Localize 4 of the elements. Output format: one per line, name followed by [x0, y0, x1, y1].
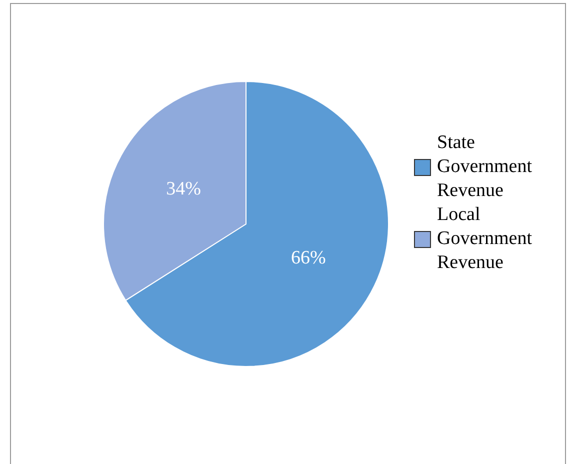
data-label: 66%	[291, 247, 326, 268]
data-label: 34%	[166, 178, 202, 200]
legend-label: State Government Revenue	[437, 131, 533, 203]
legend-label: Local Government Revenue	[437, 203, 533, 275]
